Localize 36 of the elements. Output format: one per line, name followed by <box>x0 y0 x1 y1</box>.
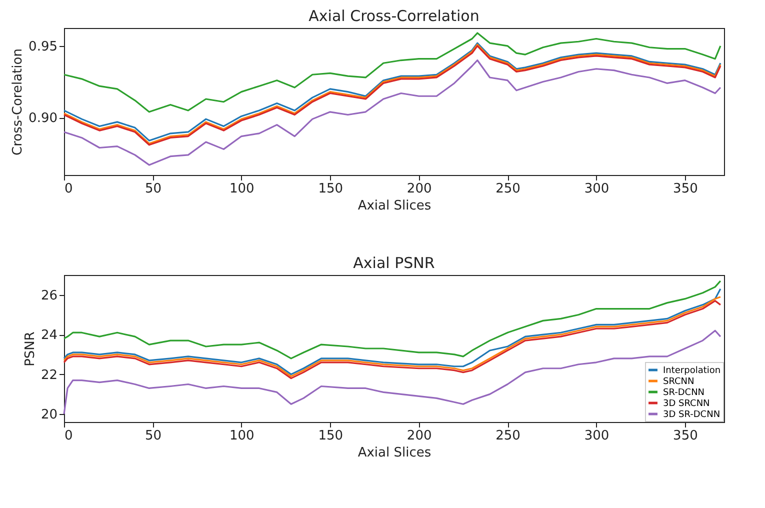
x-tick-label: 50 <box>144 428 162 444</box>
y-axis-title: Cross-Corelation <box>10 48 26 156</box>
line-series <box>63 59 722 166</box>
x-tick-label: 150 <box>318 182 344 196</box>
y-tick-label: 24 <box>40 328 58 344</box>
chart-title: Axial Cross-Correlation <box>308 7 480 25</box>
x-tick-label: 300 <box>584 182 610 196</box>
legend-label: SR-DCNN <box>663 388 705 398</box>
x-axis-title: Axial Slices <box>358 198 432 214</box>
line-series <box>63 280 722 360</box>
x-tick-label: 100 <box>230 182 254 196</box>
x-tick-label: 300 <box>584 428 610 444</box>
chart-title: Axial PSNR <box>353 254 435 272</box>
x-tick-label: 250 <box>496 428 520 444</box>
y-tick-label: 0.95 <box>28 39 58 54</box>
x-axis-title: Axial Slices <box>358 446 432 460</box>
x-tick-label: 0 <box>64 182 73 196</box>
legend-label: SRCNN <box>663 377 694 387</box>
x-tick-label: 200 <box>406 182 432 196</box>
y-tick-label: 22 <box>40 368 58 383</box>
line-series <box>63 32 722 113</box>
y-axis-title: PSNR <box>22 332 38 366</box>
y-tick-label: 26 <box>40 288 58 304</box>
x-tick-label: 150 <box>318 428 344 444</box>
x-tick-label: 0 <box>64 428 73 444</box>
legend-label: Interpolation <box>663 366 721 376</box>
x-tick-label: 200 <box>406 428 432 444</box>
legend-label: 3D SR-DCNN <box>663 410 720 420</box>
y-tick-label: 0.90 <box>28 111 58 126</box>
legend-label: 3D SRCNN <box>663 399 710 409</box>
x-tick-label: 100 <box>230 428 254 444</box>
x-tick-label: 350 <box>673 428 698 444</box>
y-tick-label: 20 <box>40 408 58 423</box>
x-tick-label: 50 <box>144 182 162 196</box>
x-tick-label: 350 <box>673 182 698 196</box>
x-tick-label: 250 <box>496 182 520 196</box>
